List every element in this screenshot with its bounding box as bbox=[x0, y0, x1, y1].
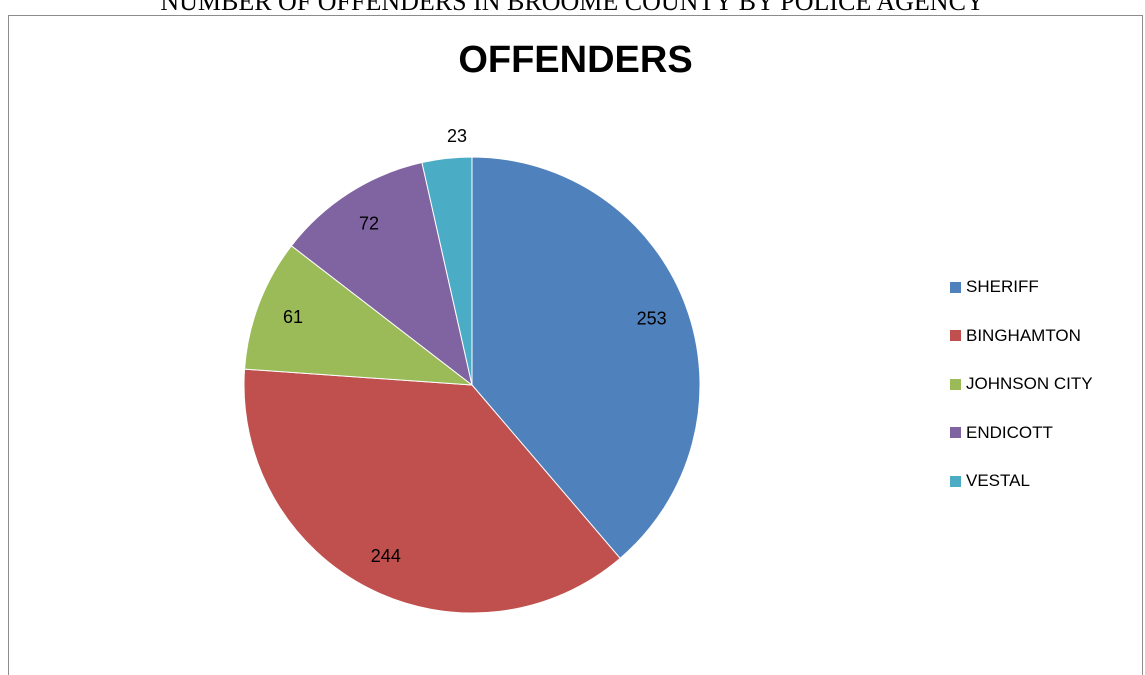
pie-slice-sheriff bbox=[471, 156, 701, 560]
legend-swatch-johnson-city bbox=[950, 378, 961, 390]
data-label-johnson-city: 61 bbox=[283, 307, 303, 327]
legend-swatch-endicott bbox=[950, 427, 961, 438]
chart-legend: SHERIFF BINGHAMTON JOHNSON CITY ENDICOTT VES… bbox=[950, 277, 1093, 520]
legend-swatch-vestal bbox=[950, 475, 961, 487]
page-heading: NUMBER OF OFFENDERS IN BROOME COUNTY BY … bbox=[160, 0, 985, 16]
legend-swatch-binghamton bbox=[950, 330, 961, 341]
legend-item-vestal: VESTAL bbox=[950, 471, 1093, 491]
legend-label-endicott: ENDICOTT bbox=[966, 422, 1053, 442]
legend-label-sheriff: SHERIFF bbox=[966, 277, 1039, 296]
legend-label-johnson-city: JOHNSON CITY bbox=[966, 374, 1093, 393]
data-label-endicott: 72 bbox=[359, 214, 379, 234]
pie-slice-endicott bbox=[290, 161, 473, 387]
legend-label-binghamton: BINGHAMTON bbox=[966, 325, 1081, 345]
legend-item-sheriff: SHERIFF bbox=[950, 277, 1093, 297]
pie-slice-vestal bbox=[421, 156, 473, 386]
legend-item-binghamton: BINGHAMTON bbox=[950, 326, 1093, 346]
legend-item-johnson-city: JOHNSON CITY bbox=[950, 374, 1093, 394]
pie-slice-binghamton bbox=[243, 368, 621, 614]
pie-slice-johnson-city bbox=[244, 245, 474, 386]
legend-label-vestal: VESTAL bbox=[966, 471, 1030, 490]
data-label-sheriff: 253 bbox=[637, 309, 667, 329]
data-label-vestal: 23 bbox=[447, 126, 467, 146]
chart-title: OFFENDERS bbox=[458, 39, 693, 81]
legend-item-endicott: ENDICOTT bbox=[950, 423, 1093, 443]
legend-swatch-sheriff bbox=[950, 281, 961, 293]
data-label-binghamton: 244 bbox=[371, 546, 401, 566]
